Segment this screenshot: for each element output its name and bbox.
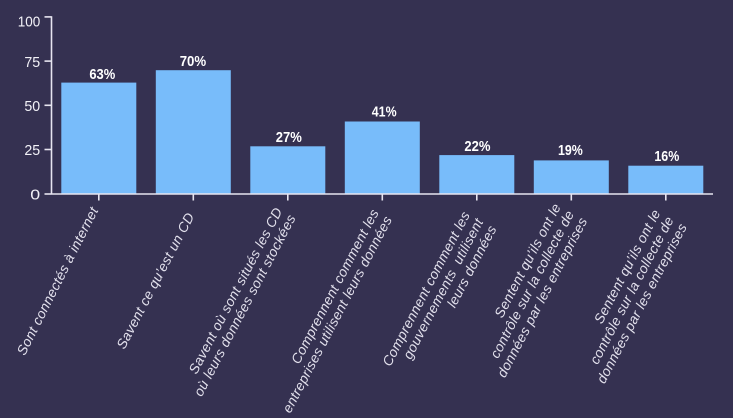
svg-text:0: 0 [30, 186, 40, 203]
svg-text:50: 50 [24, 98, 40, 115]
svg-text:27%: 27% [276, 129, 302, 146]
svg-text:70%: 70% [180, 53, 207, 70]
svg-text:63%: 63% [89, 66, 115, 83]
svg-text:75: 75 [24, 54, 40, 71]
svg-text:100: 100 [18, 14, 40, 31]
svg-text:19%: 19% [558, 142, 583, 159]
svg-text:25: 25 [24, 142, 40, 159]
svg-text:41%: 41% [372, 104, 397, 121]
svg-text:16%: 16% [654, 148, 679, 165]
svg-text:22%: 22% [464, 138, 490, 155]
